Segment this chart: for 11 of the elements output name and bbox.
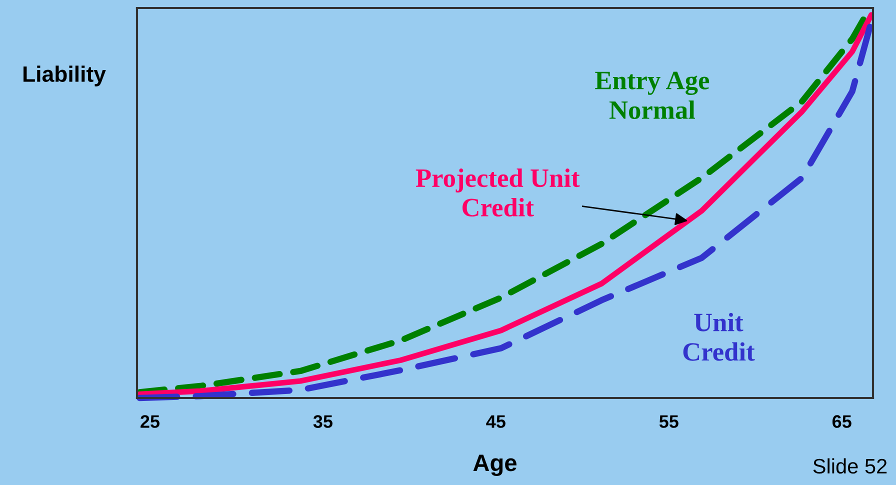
x-tick-label: 25	[140, 415, 160, 428]
x-axis-title: Age	[473, 454, 516, 476]
series-label: Entry Age Normal	[595, 72, 710, 120]
x-tick-label: 55	[659, 415, 678, 428]
x-tick-label: 45	[486, 415, 506, 428]
text: Slide 52	[813, 458, 887, 474]
y-axis-title: Liability	[24, 66, 106, 86]
x-tick-label: 65	[832, 415, 852, 428]
series-label: Unit Credit	[683, 312, 755, 361]
text: Projected Unit Credit	[416, 168, 580, 217]
x-tick-label: 35	[313, 415, 332, 428]
